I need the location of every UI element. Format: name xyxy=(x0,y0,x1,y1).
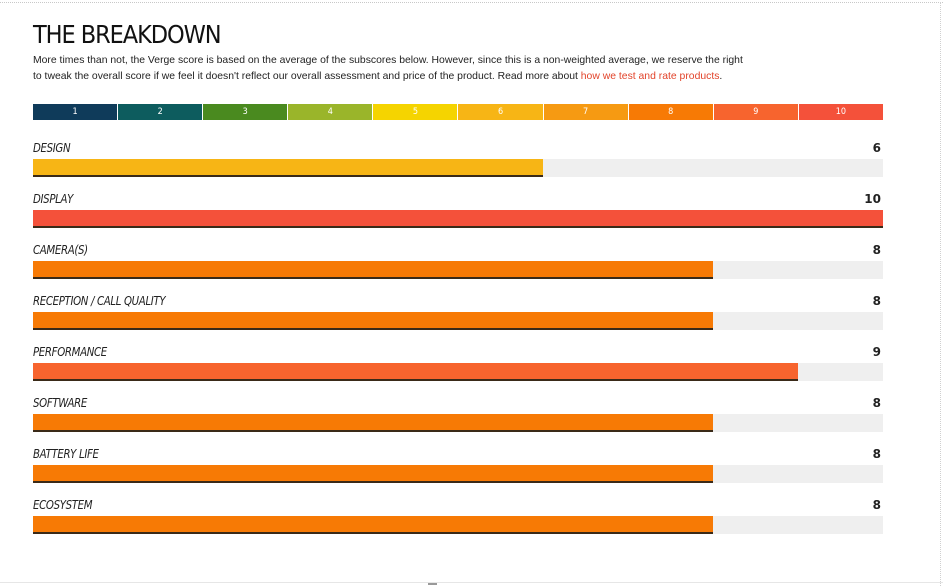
category-label: CAMERA(S) xyxy=(33,243,88,257)
bar-track xyxy=(33,159,883,177)
scale-segment-3: 3 xyxy=(203,104,289,120)
scale-segment-2: 2 xyxy=(118,104,204,120)
category-label: RECEPTION / CALL QUALITY xyxy=(33,294,166,308)
breakdown-row: DISPLAY 10 xyxy=(33,189,883,240)
bar-track xyxy=(33,210,883,228)
score-value: 9 xyxy=(872,345,881,359)
breakdown-row: RECEPTION / CALL QUALITY 8 xyxy=(33,291,883,342)
intro-suffix: . xyxy=(719,70,723,82)
bar-fill xyxy=(33,261,713,279)
category-label: SOFTWARE xyxy=(33,396,87,410)
bottom-divider xyxy=(0,582,943,583)
bar-track xyxy=(33,414,883,432)
bar-fill xyxy=(33,159,543,177)
scale-segment-6: 6 xyxy=(458,104,544,120)
score-breakdown-chart: DESIGN 6 DISPLAY 10 CAMERA(S) 8 RECEPTION / CA… xyxy=(33,138,883,546)
intro-line-2: to tweak the overall score if we feel it… xyxy=(33,70,581,82)
right-dotted-border xyxy=(940,2,941,586)
score-scale: 1 2 3 4 5 6 7 8 9 10 xyxy=(33,104,883,120)
scale-segment-1: 1 xyxy=(33,104,119,120)
bar-track xyxy=(33,312,883,330)
category-label: PERFORMANCE xyxy=(33,345,107,359)
top-dotted-border xyxy=(0,2,943,3)
category-label: DISPLAY xyxy=(33,192,74,206)
scale-segment-5: 5 xyxy=(373,104,459,120)
category-label: DESIGN xyxy=(33,141,71,155)
intro-text: More times than not, the Verge score is … xyxy=(33,53,853,84)
scale-segment-4: 4 xyxy=(288,104,374,120)
score-value: 6 xyxy=(872,141,881,155)
score-value: 8 xyxy=(872,498,881,512)
test-rating-link[interactable]: how we test and rate products xyxy=(580,70,720,82)
category-label: ECOSYSTEM xyxy=(33,498,93,512)
breakdown-row: DESIGN 6 xyxy=(33,138,883,189)
bottom-marker xyxy=(428,583,437,585)
score-value: 8 xyxy=(872,294,881,308)
intro-line-1: More times than not, the Verge score is … xyxy=(33,55,743,66)
scale-segment-10: 10 xyxy=(798,104,883,120)
score-value: 10 xyxy=(864,192,881,206)
score-value: 8 xyxy=(872,447,881,461)
bar-fill xyxy=(33,465,713,483)
breakdown-row: CAMERA(S) 8 xyxy=(33,240,883,291)
score-value: 8 xyxy=(872,396,881,410)
bar-fill xyxy=(33,516,713,534)
breakdown-row: SOFTWARE 8 xyxy=(33,393,883,444)
scale-segment-7: 7 xyxy=(543,104,629,120)
scale-segment-9: 9 xyxy=(713,104,799,120)
bar-fill xyxy=(33,363,798,381)
breakdown-row: PERFORMANCE 9 xyxy=(33,342,883,393)
bar-track xyxy=(33,516,883,534)
bar-fill xyxy=(33,210,883,228)
section-title: THE BREAKDOWN xyxy=(33,20,222,49)
bar-fill xyxy=(33,312,713,330)
scale-segment-8: 8 xyxy=(628,104,714,120)
bar-track xyxy=(33,465,883,483)
score-value: 8 xyxy=(872,243,881,257)
bar-track xyxy=(33,261,883,279)
breakdown-row: BATTERY LIFE 8 xyxy=(33,444,883,495)
category-label: BATTERY LIFE xyxy=(33,447,99,461)
bar-fill xyxy=(33,414,713,432)
breakdown-row: ECOSYSTEM 8 xyxy=(33,495,883,546)
bar-track xyxy=(33,363,883,381)
